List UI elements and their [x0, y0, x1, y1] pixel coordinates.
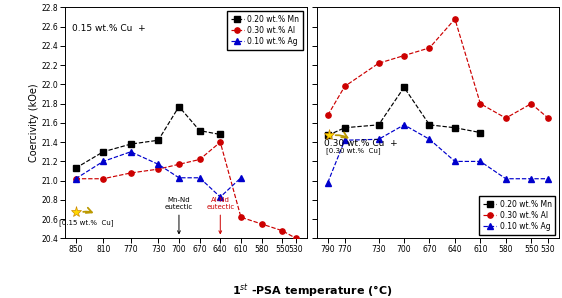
Y-axis label: Coercivity (kOe): Coercivity (kOe) — [29, 84, 39, 162]
Text: 0.15 wt.% Cu  +: 0.15 wt.% Cu + — [72, 24, 146, 32]
Text: [0.30 wt.%  Cu]: [0.30 wt.% Cu] — [326, 147, 380, 153]
Legend: 0.20 wt.% Mn, 0.30 wt.% Al, 0.10 wt.% Ag: 0.20 wt.% Mn, 0.30 wt.% Al, 0.10 wt.% Ag — [479, 196, 555, 235]
Text: Al-Nd
eutectic: Al-Nd eutectic — [206, 197, 234, 234]
Text: 0.30 wt.% Cu  +: 0.30 wt.% Cu + — [324, 139, 398, 148]
Text: Mn-Nd
eutectic: Mn-Nd eutectic — [165, 197, 193, 234]
Text: [0.15 wt.%  Cu]: [0.15 wt.% Cu] — [59, 219, 113, 226]
Text: 1$^{st}$ -PSA temperature (°C): 1$^{st}$ -PSA temperature (°C) — [232, 282, 392, 298]
Legend: 0.20 wt.% Mn, 0.30 wt.% Al, 0.10 wt.% Ag: 0.20 wt.% Mn, 0.30 wt.% Al, 0.10 wt.% Ag — [227, 11, 303, 50]
